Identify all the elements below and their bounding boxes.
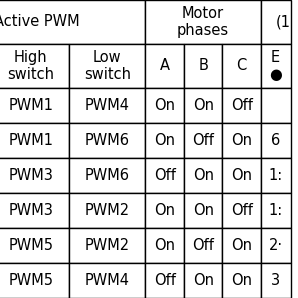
Bar [145,228,184,263]
Bar [145,158,184,193]
Text: Motor
phases: Motor phases [177,6,229,38]
Bar [261,88,291,123]
Bar [0,0,145,44]
Bar [0,44,69,88]
Text: 2·: 2· [268,238,283,253]
Text: 1:: 1: [268,168,283,183]
Text: PWM2: PWM2 [85,238,130,253]
Text: 6: 6 [271,133,280,148]
Text: On: On [154,98,175,113]
Text: PWM6: PWM6 [85,133,130,148]
Bar [0,228,69,263]
Text: 1:: 1: [268,203,283,218]
Text: On: On [231,133,252,148]
Bar [222,44,261,88]
Bar [69,193,145,228]
Text: Off: Off [231,98,252,113]
Bar [261,0,291,44]
Text: On: On [154,238,175,253]
Text: On: On [154,133,175,148]
Bar [145,0,261,44]
Bar [222,193,261,228]
Text: PWM3: PWM3 [8,203,53,218]
Text: Off: Off [154,273,176,288]
Text: 3: 3 [271,273,280,288]
Bar [69,263,145,298]
Bar [222,123,261,158]
Text: PWM1: PWM1 [8,133,53,148]
Text: On: On [231,168,252,183]
Text: PWM5: PWM5 [8,273,53,288]
Bar [69,88,145,123]
Bar [0,263,69,298]
Bar [145,193,184,228]
Bar [184,44,222,88]
Bar [69,44,145,88]
Text: On: On [193,168,214,183]
Bar [69,158,145,193]
Bar [0,193,69,228]
Text: On: On [193,273,214,288]
Text: On: On [231,238,252,253]
Text: A: A [160,58,170,73]
Text: PWM4: PWM4 [85,98,130,113]
Bar [0,158,69,193]
Bar [222,263,261,298]
Text: Active PWM: Active PWM [0,15,80,30]
Bar [261,228,291,263]
Text: C: C [236,58,247,73]
Bar [145,263,184,298]
Text: PWM2: PWM2 [85,203,130,218]
Text: Low
switch: Low switch [84,50,131,82]
Text: Off: Off [192,238,214,253]
Text: Off: Off [154,168,176,183]
Bar [222,158,261,193]
Bar [184,263,222,298]
Text: PWM3: PWM3 [8,168,53,183]
Bar [261,263,291,298]
Text: Off: Off [192,133,214,148]
Bar [184,193,222,228]
Bar [184,88,222,123]
Text: On: On [154,203,175,218]
Bar [0,88,69,123]
Text: Off: Off [231,203,252,218]
Text: On: On [193,203,214,218]
Bar [222,88,261,123]
Bar [261,158,291,193]
Text: E
●: E ● [269,50,282,82]
Text: B: B [198,58,208,73]
Text: On: On [231,273,252,288]
Bar [184,228,222,263]
Bar [145,44,184,88]
Bar [69,228,145,263]
Text: PWM4: PWM4 [85,273,130,288]
Bar [222,228,261,263]
Bar [261,123,291,158]
Bar [145,88,184,123]
Bar [184,158,222,193]
Bar [261,193,291,228]
Text: On: On [193,98,214,113]
Text: PWM5: PWM5 [8,238,53,253]
Bar [145,123,184,158]
Bar [184,123,222,158]
Text: PWM6: PWM6 [85,168,130,183]
Bar [261,44,291,88]
Bar [69,123,145,158]
Text: High
switch: High switch [7,50,54,82]
Text: (1: (1 [276,15,291,30]
Bar [0,123,69,158]
Text: PWM1: PWM1 [8,98,53,113]
